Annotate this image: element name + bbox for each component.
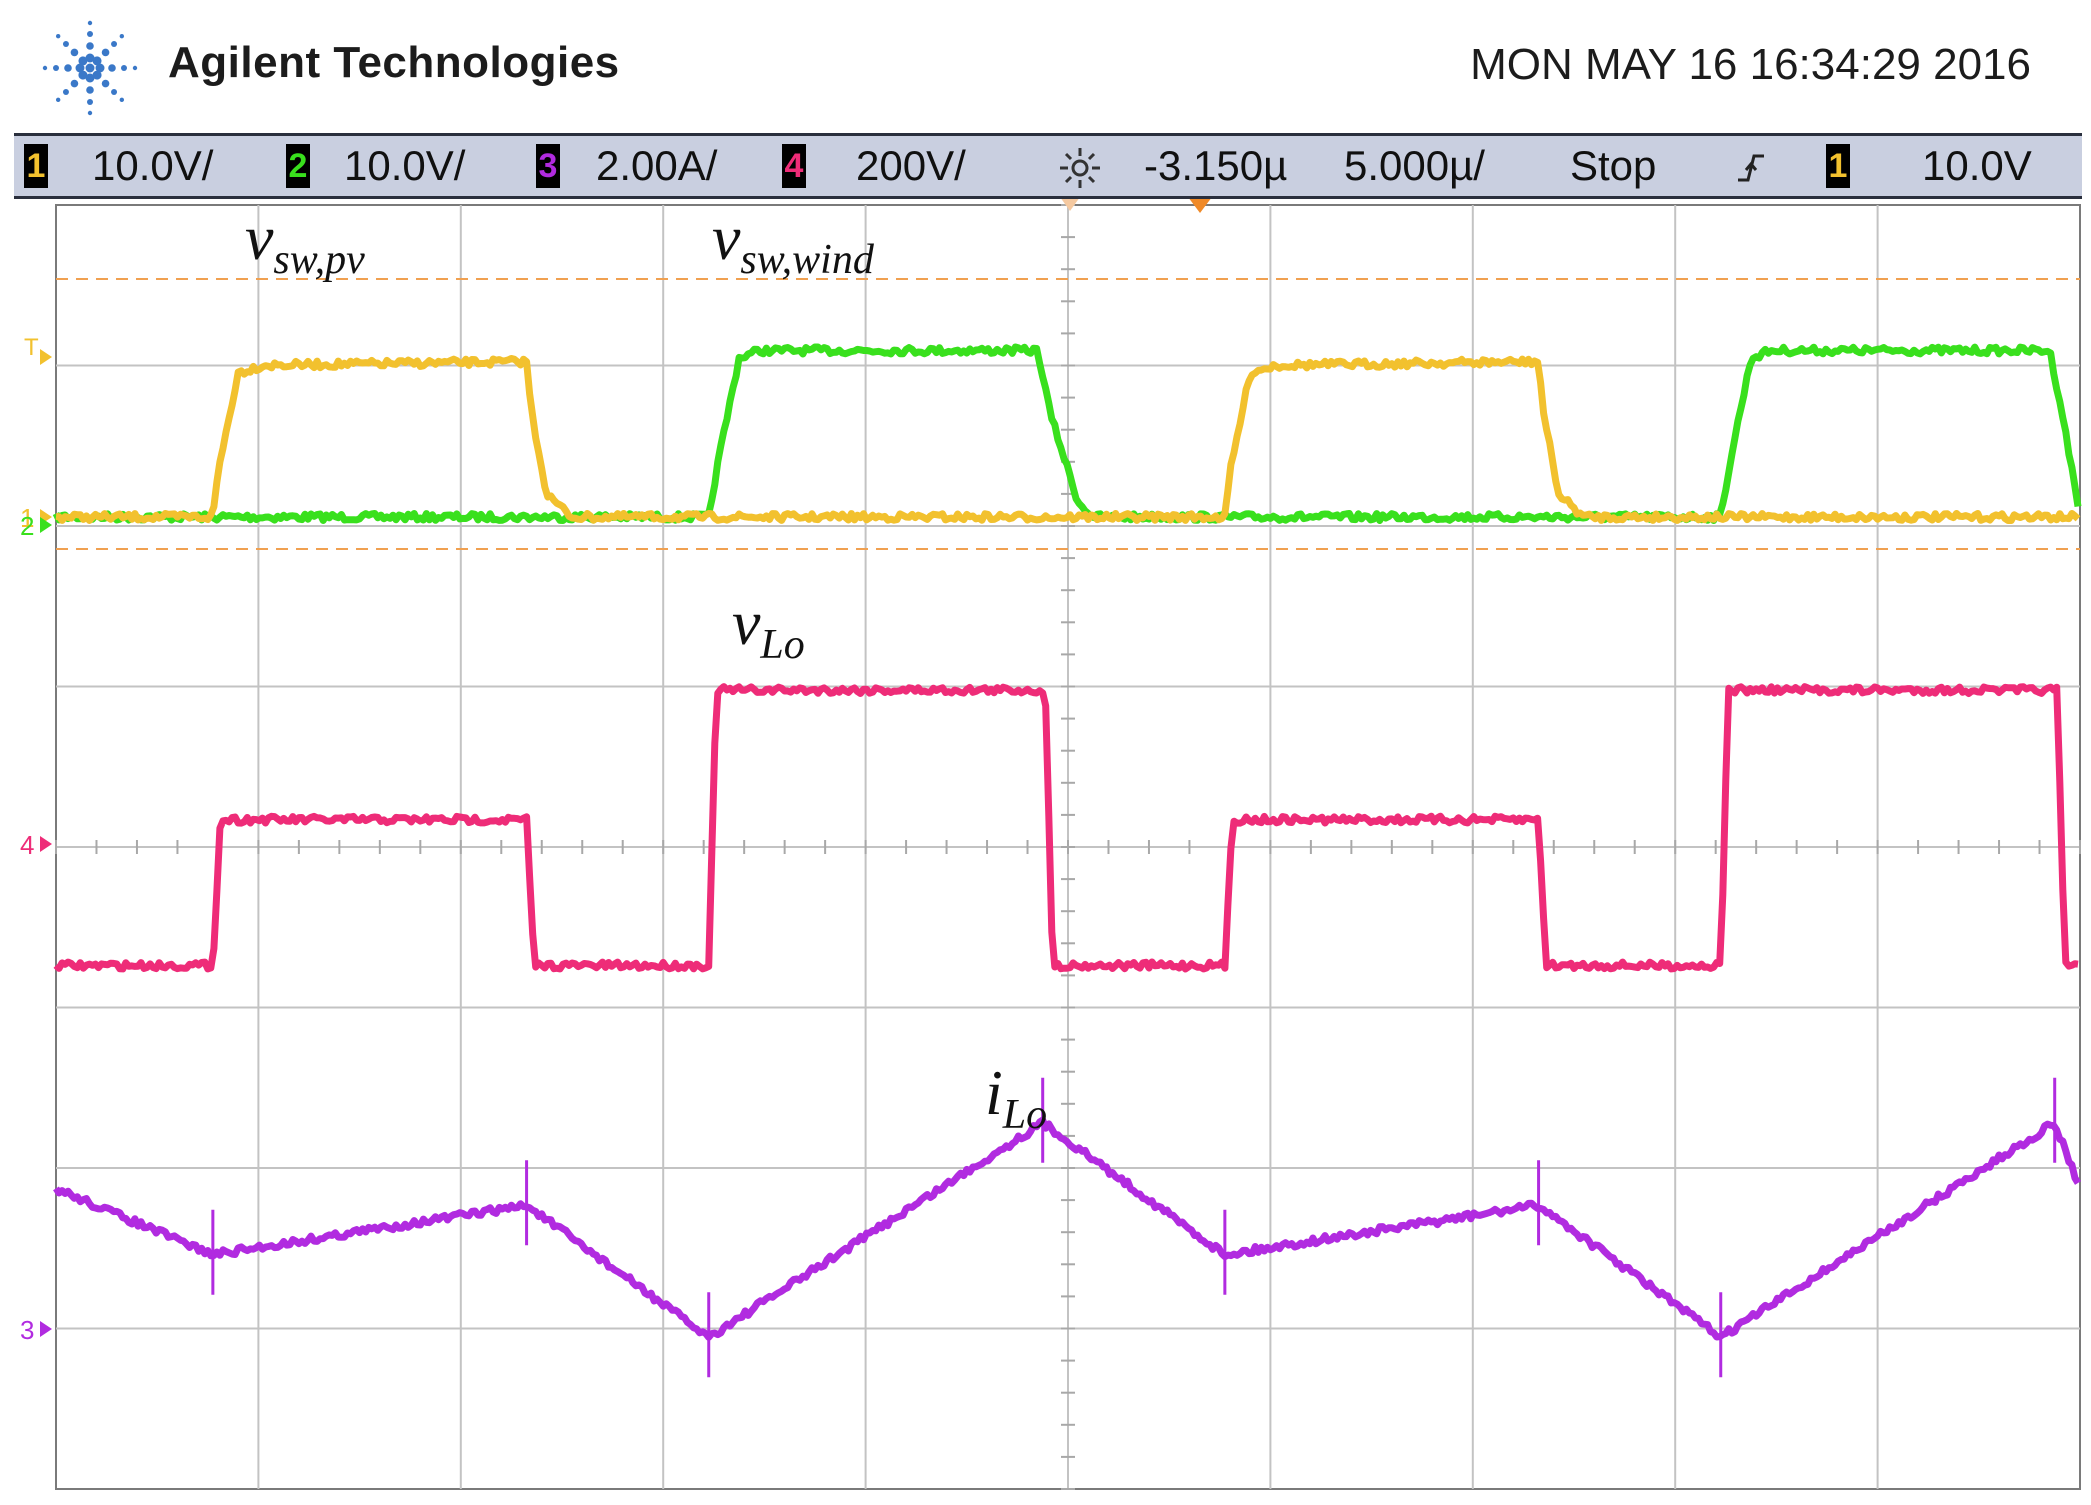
logo-dot (121, 65, 127, 71)
channel-status-bar: 1 10.0V/ 2 10.0V/ 3 2.00A/ 4 200V/ -3.15… (14, 133, 2082, 199)
logo-dot (55, 97, 61, 103)
logo-dot (119, 33, 125, 39)
logo-dot (108, 64, 116, 72)
trace-labels: vsw,pv vsw,wind vLo iLo (245, 202, 1047, 1138)
logo-dot (92, 56, 102, 66)
logo-dot (78, 70, 88, 80)
ground-marker-ch4 (40, 836, 52, 852)
waveform-traces (52, 343, 2082, 1378)
logo-dot (87, 110, 93, 116)
trigger-source-badge[interactable]: 1 (1826, 144, 1850, 188)
ground-marker-label-ch1: 1 (20, 503, 34, 533)
logo-dot (111, 40, 118, 47)
trigger-level-marker-label: T (24, 334, 39, 361)
logo-dot (62, 40, 69, 47)
waveform-display: vsw,pv vsw,wind vLo iLo 12 4 3 T (20, 199, 2082, 1490)
logo-dot (85, 53, 95, 63)
trigger-position-marker (1189, 199, 1211, 213)
logo-dot (101, 79, 110, 88)
trace-ch3 (53, 1116, 2081, 1341)
logo-dot (75, 63, 85, 73)
agilent-spark-icon (42, 20, 138, 116)
logo-dot (62, 89, 69, 96)
ch4-scale[interactable]: 200V/ (856, 142, 966, 189)
logo-dot (53, 65, 59, 71)
ch3-badge[interactable]: 3 (536, 144, 560, 188)
channel-markers: 12 4 3 T (20, 334, 52, 1345)
ground-marker-ch2 (40, 517, 52, 533)
trace-label-ch4: vLo (732, 587, 805, 668)
ground-marker-label-ch3: 3 (20, 1315, 34, 1345)
logo-dot (132, 65, 138, 71)
logo-dot (70, 79, 79, 88)
ch1-scale[interactable]: 10.0V/ (92, 142, 214, 189)
logo-dot (78, 56, 88, 66)
date-time: MON MAY 16 16:34:29 2016 (1470, 40, 2031, 89)
logo-dot (86, 42, 94, 50)
level-markers (56, 199, 2080, 550)
ground-marker-label-ch4: 4 (20, 830, 34, 860)
logo-dot (86, 86, 94, 94)
trace-label-ch2: vsw,wind (712, 202, 875, 283)
logo-dot (101, 48, 110, 57)
trace-ch1 (55, 355, 2081, 524)
horizontal-delay[interactable]: -3.150µ (1144, 142, 1288, 189)
sun-delay-icon (1060, 148, 1100, 188)
logo-dot (87, 31, 93, 37)
ch1-badge[interactable]: 1 (24, 144, 48, 188)
trigger-level[interactable]: 10.0V (1922, 142, 2032, 189)
logo-dot (111, 89, 118, 96)
trigger-level-marker (40, 349, 52, 365)
ch2-scale[interactable]: 10.0V/ (344, 142, 466, 189)
oscilloscope-header: Agilent Technologies MON MAY 16 16:34:29… (0, 0, 2091, 130)
timebase-scale[interactable]: 5.000µ/ (1344, 142, 1485, 189)
ch2-badge[interactable]: 2 (286, 144, 310, 188)
logo-dot (42, 65, 48, 71)
logo-dot (87, 20, 93, 26)
rising-edge-trigger-icon (1738, 154, 1764, 182)
ch4-badge[interactable]: 4 (782, 144, 806, 188)
run-state[interactable]: Stop (1570, 142, 1657, 189)
logo-dot (95, 63, 105, 73)
logo-dot (55, 33, 61, 39)
time-reference-marker (1061, 199, 1079, 211)
logo-dot (70, 48, 79, 57)
logo-dot (119, 97, 125, 103)
trace-ch4 (53, 683, 2079, 973)
logo-dot (64, 64, 72, 72)
ground-marker-label-ch2: 2 (20, 511, 34, 541)
trace-label-ch1: vsw,pv (245, 202, 365, 283)
trace-ch2 (52, 343, 2082, 524)
logo-center-dot (85, 63, 95, 73)
logo-dot (87, 99, 93, 105)
trace-label-ch3: iLo (985, 1057, 1047, 1138)
brand-name: Agilent Technologies (168, 38, 620, 87)
ground-marker-ch3 (40, 1321, 52, 1337)
logo-dot (92, 70, 102, 80)
ch3-scale[interactable]: 2.00A/ (596, 142, 718, 189)
logo-dot (85, 73, 95, 83)
